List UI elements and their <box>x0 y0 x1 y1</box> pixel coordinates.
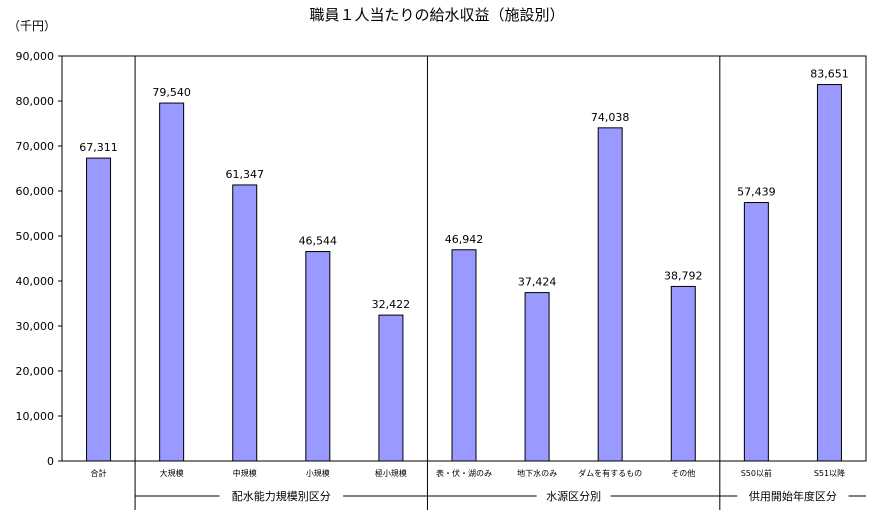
bar-value-label: 46,544 <box>299 235 338 248</box>
y-tick-label: 60,000 <box>16 185 55 198</box>
category-label: ダムを有するもの <box>578 468 642 478</box>
bar <box>816 84 842 462</box>
y-tick-label: 80,000 <box>16 95 55 108</box>
category-label: 極小規模 <box>375 468 407 478</box>
bar-value-label: 67,311 <box>79 141 118 154</box>
bar <box>232 184 258 462</box>
category-label: S50以前 <box>741 468 772 478</box>
bar <box>743 202 769 462</box>
bar <box>670 285 696 462</box>
category-label: 大規模 <box>160 468 184 478</box>
bar <box>159 102 185 462</box>
y-tick-label: 40,000 <box>16 275 55 288</box>
category-label: 合計 <box>91 468 107 478</box>
category-label: S51以降 <box>814 468 845 478</box>
group-label: 水源区分別 <box>546 489 601 503</box>
y-tick-label: 90,000 <box>16 50 55 63</box>
category-label: 表・伏・湖のみ <box>436 468 492 478</box>
bar <box>597 127 623 462</box>
bar <box>378 314 404 462</box>
bar <box>451 249 477 462</box>
bar-value-label: 57,439 <box>737 186 776 199</box>
bar-value-label: 32,422 <box>372 298 411 311</box>
y-tick-label: 10,000 <box>16 410 55 423</box>
y-tick-label: 0 <box>47 455 54 468</box>
y-tick-label: 20,000 <box>16 365 55 378</box>
y-tick-label: 30,000 <box>16 320 55 333</box>
bar-value-label: 83,651 <box>810 68 849 81</box>
bar-value-label: 79,540 <box>152 86 191 99</box>
bar-value-label: 46,942 <box>445 233 484 246</box>
bar <box>524 292 550 462</box>
category-label: 地下水のみ <box>517 468 557 478</box>
group-label: 供用開始年度区分 <box>749 489 837 503</box>
bar-value-label: 37,424 <box>518 276 557 289</box>
y-tick-label: 70,000 <box>16 140 55 153</box>
category-label: その他 <box>671 468 695 478</box>
chart-title: 職員１人当たりの給水収益（施設別） <box>309 6 564 24</box>
category-label: 小規模 <box>306 468 330 478</box>
plot-area: 0 10,000 20,000 30,000 40,000 50,000 60,000 70,… <box>16 50 867 510</box>
bar-value-label: 38,792 <box>664 269 703 282</box>
category-label: 中規模 <box>233 468 257 478</box>
bar <box>305 251 331 462</box>
y-axis-unit-label: （千円） <box>8 19 56 33</box>
bar-value-label: 74,038 <box>591 111 630 124</box>
y-tick-label: 50,000 <box>16 230 55 243</box>
group-label: 配水能力規模別区分 <box>232 489 331 503</box>
bar-value-label: 61,347 <box>225 168 264 181</box>
bar <box>86 157 112 462</box>
